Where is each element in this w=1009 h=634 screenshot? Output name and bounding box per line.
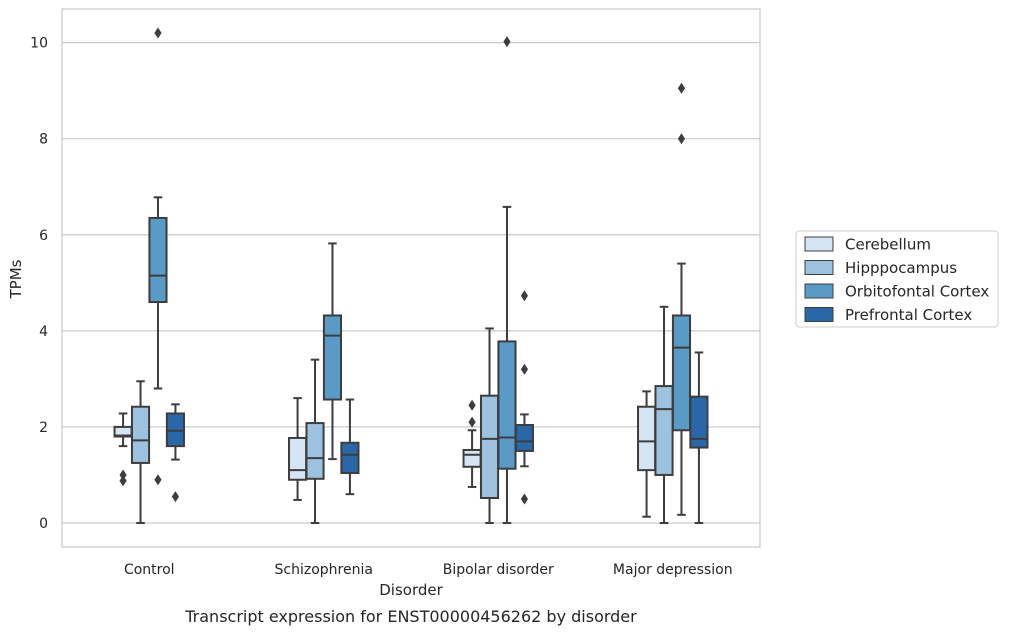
outlier-point (119, 469, 127, 481)
x-tick-label: Control (124, 562, 175, 578)
box (113, 412, 133, 487)
legend-swatch (804, 307, 834, 322)
box (130, 380, 151, 524)
outlier-point (520, 493, 529, 505)
x-axis-label: Disorder (379, 581, 443, 599)
outlier-point (503, 36, 511, 48)
outlier-point (171, 491, 180, 503)
outlier-point (677, 133, 686, 145)
box (654, 305, 674, 524)
box (514, 290, 534, 505)
outlier-point (154, 474, 162, 486)
outlier-point (154, 27, 162, 39)
box-series (113, 27, 709, 524)
box (689, 351, 709, 524)
box (497, 36, 517, 524)
box (148, 27, 168, 486)
legend: Cerebellum Hipppocampus Orbitofontal Corte… (795, 230, 999, 328)
legend-swatch (804, 260, 834, 275)
outlier-point (468, 399, 476, 411)
box-iqr (497, 340, 517, 470)
y-tick-label: 10 (30, 36, 48, 52)
x-tick-label: Major depression (613, 562, 733, 578)
x-axis-ticks: Control Schizophrenia Bipolar disorder Majo… (124, 562, 733, 578)
outlier-point (520, 363, 529, 375)
series-orbitofontal-cortex (148, 27, 692, 524)
series-prefrontal-cortex (165, 290, 709, 524)
figure-caption: Transcript expression for ENST0000045626… (184, 607, 637, 626)
box (305, 358, 325, 524)
y-tick-label: 0 (39, 516, 48, 532)
box-iqr (288, 436, 308, 481)
box-iqr (637, 405, 657, 472)
box (340, 398, 360, 496)
box (462, 399, 482, 488)
box-iqr (671, 314, 692, 432)
box (322, 242, 343, 461)
x-tick-label: Bipolar disorder (443, 562, 554, 578)
box (288, 397, 308, 501)
box-iqr (148, 216, 168, 304)
outlier-point (677, 82, 686, 94)
plot-area-frame (61, 8, 761, 548)
legend-frame (795, 230, 999, 328)
x-tick-label: Schizophrenia (275, 562, 373, 578)
legend-label: Prefrontal Cortex (845, 306, 972, 324)
box-iqr (462, 448, 482, 468)
box-iqr (340, 441, 360, 475)
box (165, 403, 185, 503)
series-cerebellum (113, 390, 657, 518)
legend-label: Orbitofontal Cortex (845, 283, 989, 301)
legend-label: Hipppocampus (845, 259, 957, 277)
box-iqr (130, 405, 151, 464)
box-iqr (514, 423, 534, 452)
y-axis-ticks: 0 2 4 6 8 10 (30, 36, 48, 532)
legend-swatch (804, 236, 834, 252)
y-tick-label: 4 (39, 324, 48, 340)
y-tick-label: 6 (39, 228, 48, 244)
box-iqr (654, 385, 674, 476)
box-iqr (322, 314, 343, 401)
box-iqr (479, 394, 500, 500)
legend-swatch (804, 283, 834, 299)
box (637, 390, 657, 518)
box (671, 82, 692, 516)
outlier-point (119, 475, 127, 487)
series-hipppocampus (130, 305, 674, 524)
y-tick-label: 8 (39, 132, 48, 148)
box (479, 327, 500, 524)
outlier-point (468, 416, 476, 428)
box-iqr (689, 395, 709, 449)
y-tick-label: 2 (39, 420, 48, 436)
legend-label: Cerebellum (845, 236, 931, 254)
box-iqr (305, 422, 325, 480)
outlier-point (520, 290, 529, 302)
y-axis-label: TPMs (7, 259, 25, 299)
